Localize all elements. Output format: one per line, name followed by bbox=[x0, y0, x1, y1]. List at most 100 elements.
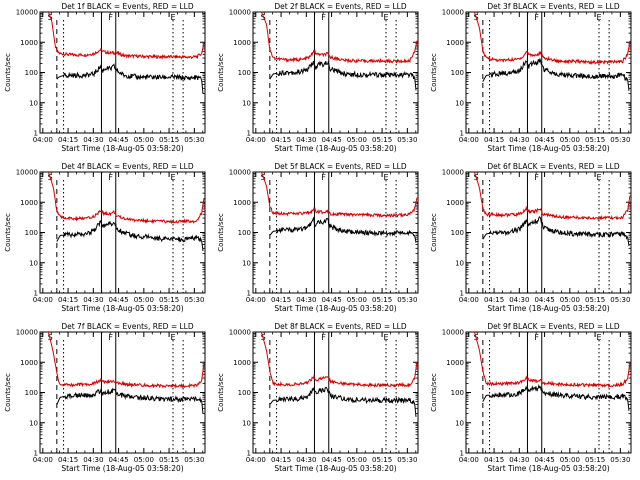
series-line-lld bbox=[47, 331, 205, 390]
x-tick-label: 05:00 bbox=[560, 456, 580, 464]
x-tick-label: 04:15 bbox=[271, 456, 291, 464]
x-tick-label: 04:00 bbox=[459, 136, 479, 144]
y-tick-label: 10 bbox=[29, 419, 38, 427]
marker-label: E bbox=[170, 333, 175, 342]
plot-frame bbox=[252, 331, 419, 454]
series-line-lld bbox=[260, 11, 418, 64]
x-tick-label: 05:00 bbox=[134, 296, 154, 304]
y-tick-label: 100 bbox=[451, 389, 464, 397]
x-tick-label: 04:15 bbox=[484, 136, 504, 144]
marker-label: F bbox=[108, 173, 113, 182]
marker-label: E bbox=[596, 333, 601, 342]
x-tick-label: 04:45 bbox=[534, 456, 554, 464]
y-axis-label: Counts/sec bbox=[217, 53, 225, 92]
x-tick-label: 04:30 bbox=[509, 456, 529, 464]
chart-panel-9: Det 9f BLACK = Events, RED = LLD 1 10 100 10… bbox=[430, 322, 632, 473]
marker-label: E bbox=[383, 333, 388, 342]
x-tick-label: 05:30 bbox=[610, 456, 630, 464]
y-tick-label: 10000 bbox=[16, 9, 38, 17]
y-tick-label: 1000 bbox=[233, 39, 251, 47]
y-axis-label: Counts/sec bbox=[217, 373, 225, 412]
x-tick-label: 04:30 bbox=[509, 136, 529, 144]
chart-title: Det 8f BLACK = Events, RED = LLD bbox=[274, 322, 407, 331]
y-tick-label: 10000 bbox=[229, 169, 251, 177]
x-tick-label: 04:00 bbox=[246, 296, 266, 304]
y-tick-label: 100 bbox=[238, 389, 251, 397]
x-tick-label: 04:00 bbox=[33, 136, 53, 144]
marker-label: F bbox=[108, 333, 113, 342]
series-line-lld bbox=[260, 171, 418, 219]
chart-title: Det 7f BLACK = Events, RED = LLD bbox=[61, 322, 194, 331]
chart-panel-4: Det 4f BLACK = Events, RED = LLD 1 10 100 10… bbox=[4, 162, 206, 313]
y-tick-label: 10000 bbox=[16, 329, 38, 337]
x-tick-label: 04:30 bbox=[296, 456, 316, 464]
series-line-events bbox=[482, 57, 630, 91]
x-tick-label: 04:15 bbox=[271, 296, 291, 304]
chart-title: Det 1f BLACK = Events, RED = LLD bbox=[61, 2, 194, 11]
y-tick-label: 1000 bbox=[20, 199, 38, 207]
x-tick-label: 05:15 bbox=[159, 456, 179, 464]
x-tick-label: 04:00 bbox=[459, 456, 479, 464]
x-axis-label: Start Time (18-Aug-05 03:58:20) bbox=[274, 464, 396, 473]
y-tick-label: 1 bbox=[247, 290, 251, 298]
x-tick-label: 05:30 bbox=[397, 136, 417, 144]
y-tick-label: 100 bbox=[451, 229, 464, 237]
y-tick-label: 1000 bbox=[233, 199, 251, 207]
y-tick-label: 1000 bbox=[446, 199, 464, 207]
x-tick-label: 05:15 bbox=[372, 456, 392, 464]
y-tick-label: 10000 bbox=[229, 329, 251, 337]
y-tick-label: 100 bbox=[238, 229, 251, 237]
x-tick-label: 05:30 bbox=[610, 136, 630, 144]
x-tick-label: 05:30 bbox=[184, 456, 204, 464]
x-tick-label: 04:15 bbox=[58, 456, 78, 464]
marker-label: S bbox=[261, 13, 266, 22]
x-tick-label: 05:30 bbox=[397, 296, 417, 304]
x-axis-label: Start Time (18-Aug-05 03:58:20) bbox=[487, 304, 609, 313]
x-tick-label: 05:00 bbox=[560, 296, 580, 304]
x-tick-label: 04:15 bbox=[58, 296, 78, 304]
x-tick-label: 05:15 bbox=[159, 136, 179, 144]
x-axis-label: Start Time (18-Aug-05 03:58:20) bbox=[487, 144, 609, 153]
x-tick-label: 04:30 bbox=[83, 296, 103, 304]
series-line-events bbox=[269, 216, 417, 243]
marker-label: E bbox=[596, 173, 601, 182]
y-tick-label: 10000 bbox=[442, 9, 464, 17]
series-line-events bbox=[56, 220, 204, 252]
y-tick-label: 100 bbox=[238, 69, 251, 77]
chart-title: Det 4f BLACK = Events, RED = LLD bbox=[61, 162, 194, 171]
x-tick-label: 04:45 bbox=[108, 296, 128, 304]
y-tick-label: 10000 bbox=[229, 9, 251, 17]
x-tick-label: 04:45 bbox=[534, 136, 554, 144]
y-tick-label: 10 bbox=[455, 99, 464, 107]
x-axis-label: Start Time (18-Aug-05 03:58:20) bbox=[274, 304, 396, 313]
x-tick-label: 04:30 bbox=[83, 136, 103, 144]
y-tick-label: 1 bbox=[34, 290, 38, 298]
y-tick-label: 10000 bbox=[442, 329, 464, 337]
y-tick-label: 1000 bbox=[446, 359, 464, 367]
chart-panel-6: Det 6f BLACK = Events, RED = LLD 1 10 100 10… bbox=[430, 162, 632, 313]
plot-frame bbox=[39, 331, 206, 454]
series-line-lld bbox=[473, 331, 631, 389]
x-tick-label: 05:00 bbox=[134, 456, 154, 464]
x-tick-label: 04:45 bbox=[108, 456, 128, 464]
x-tick-label: 04:15 bbox=[484, 296, 504, 304]
series-line-lld bbox=[47, 171, 205, 225]
chart-title: Det 3f BLACK = Events, RED = LLD bbox=[487, 2, 620, 11]
chart-title: Det 9f BLACK = Events, RED = LLD bbox=[487, 322, 620, 331]
marker-label: F bbox=[108, 13, 113, 22]
y-tick-label: 10 bbox=[29, 99, 38, 107]
y-tick-label: 10 bbox=[455, 259, 464, 267]
y-tick-label: 1000 bbox=[233, 359, 251, 367]
y-tick-label: 1 bbox=[247, 130, 251, 138]
x-tick-label: 04:30 bbox=[83, 456, 103, 464]
x-tick-label: 04:15 bbox=[484, 456, 504, 464]
series-line-events bbox=[56, 63, 204, 94]
chart-panel-5: Det 5f BLACK = Events, RED = LLD 1 10 100 10… bbox=[217, 162, 419, 313]
marker-label: F bbox=[321, 173, 326, 182]
marker-label: E bbox=[383, 173, 388, 182]
series-line-lld bbox=[473, 11, 631, 65]
chart-title: Det 6f BLACK = Events, RED = LLD bbox=[487, 162, 620, 171]
x-tick-label: 05:30 bbox=[184, 296, 204, 304]
series-line-events bbox=[269, 386, 417, 417]
